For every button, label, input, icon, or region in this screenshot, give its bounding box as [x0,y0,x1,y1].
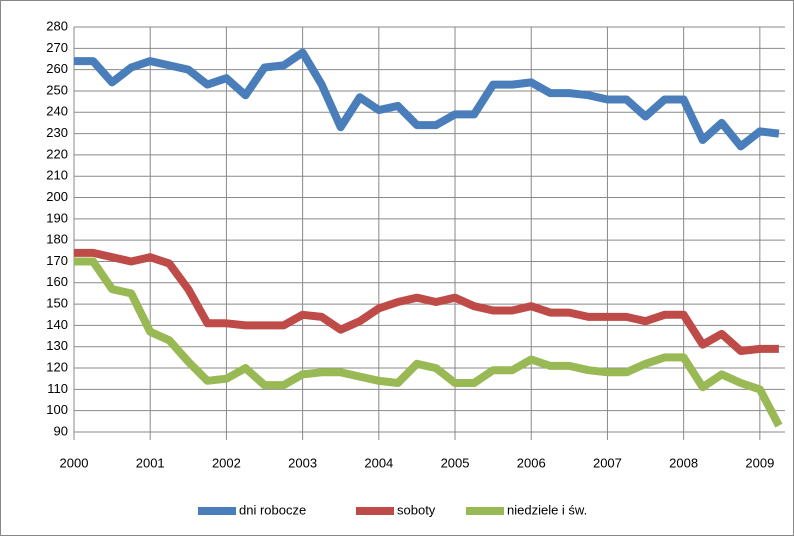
y-tick-label: 180 [46,232,68,247]
y-tick-label: 120 [46,359,68,374]
legend-label: soboty [397,502,436,517]
y-tick-label: 260 [46,61,68,76]
series-line [74,257,783,428]
y-tick-label: 100 [46,402,68,417]
y-tick-label: 140 [46,317,68,332]
x-tick-label: 2008 [669,455,698,470]
x-tick-label: 2003 [288,455,317,470]
x-tick-label: 2007 [593,455,622,470]
y-tick-label: 280 [46,18,68,33]
y-tick-label: 230 [46,125,68,140]
y-tick-label: 90 [54,423,68,438]
x-tick-label: 2000 [60,455,89,470]
x-tick-label: 2004 [364,455,393,470]
legend-label: niedziele i św. [507,502,587,517]
y-tick-label: 160 [46,274,68,289]
x-tick-label: 2006 [517,455,546,470]
y-tick-label: 200 [46,189,68,204]
legend-label: dni robocze [239,502,306,517]
series-line [74,48,780,151]
x-tick-label: 2001 [136,455,165,470]
y-tick-label: 270 [46,40,68,55]
y-tick-label: 150 [46,296,68,311]
y-tick-label: 240 [46,104,68,119]
x-tick-label: 2005 [441,455,470,470]
y-tick-label: 110 [47,381,68,396]
y-tick-label: 250 [46,82,68,97]
y-tick-label: 220 [46,146,68,161]
x-tick-label: 2009 [745,455,774,470]
y-tick-label: 170 [46,253,68,268]
y-tick-label: 130 [46,338,68,353]
y-tick-label: 190 [46,210,68,225]
series-line [74,248,779,355]
x-tick-label: 2002 [212,455,241,470]
y-tick-label: 210 [46,168,68,183]
